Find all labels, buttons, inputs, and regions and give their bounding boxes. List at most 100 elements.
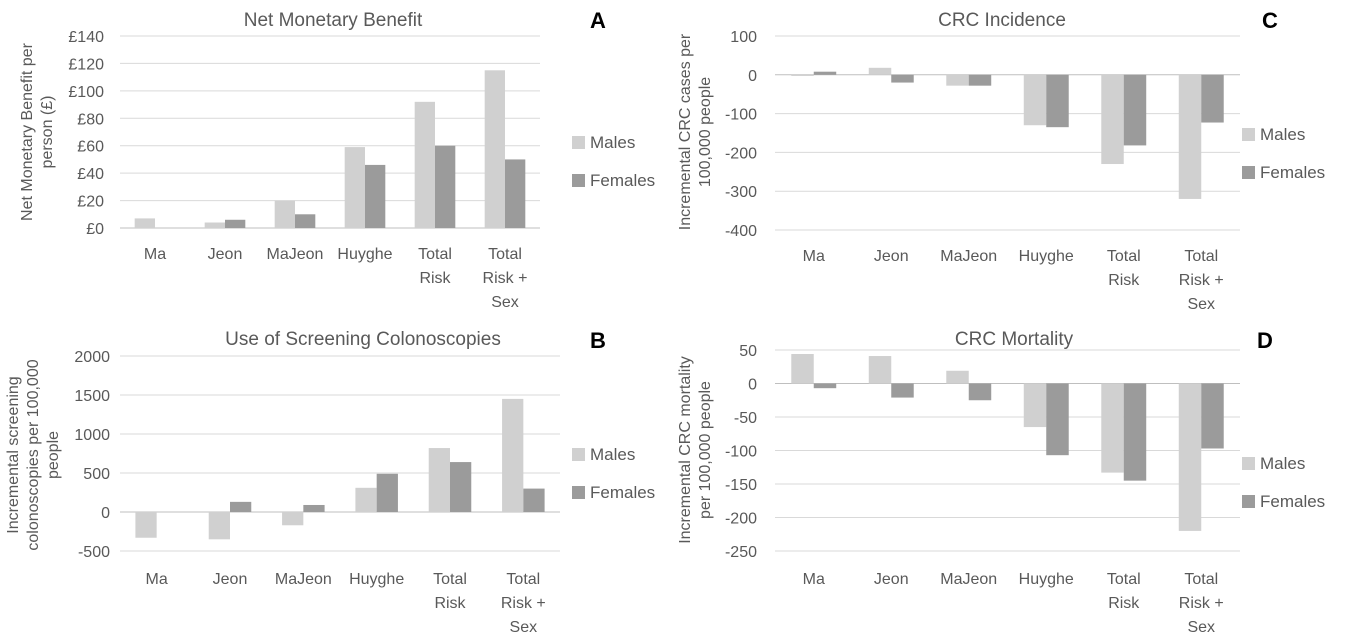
x-tick-label: Huyghe <box>337 246 392 263</box>
y-tick-label: 1000 <box>74 427 110 444</box>
y-tick-label: £120 <box>68 56 104 73</box>
y-tick-label: 1500 <box>74 388 110 405</box>
x-tick-label-line: Huyghe <box>1019 571 1074 588</box>
bar-males-ma <box>791 74 814 76</box>
y-tick-label: -100 <box>725 444 757 461</box>
bar-females-huyghe <box>1046 383 1069 456</box>
bar-males-majeon <box>946 74 969 86</box>
x-tick-label: Jeon <box>874 248 909 265</box>
x-tick-label: Total Risk <box>1107 571 1141 612</box>
x-tick-label: Huyghe <box>349 571 404 588</box>
y-tick-label: £0 <box>86 221 104 238</box>
y-tick-label: -100 <box>725 107 757 124</box>
x-tick-label-line: Sex <box>510 619 538 636</box>
y-tick-label: £80 <box>77 111 104 128</box>
y-tick-label: 0 <box>748 68 757 85</box>
y-axis-label: Net Monetary Benefit per person (£) <box>19 42 56 221</box>
y-tick-label: 0 <box>101 505 110 522</box>
x-tick-label: Total Risk + Sex <box>1179 571 1224 636</box>
x-tick-label: MaJeon <box>275 571 332 588</box>
bar-females-majeon <box>968 74 992 86</box>
y-tick-label: -500 <box>78 544 110 561</box>
bar-females-majeon <box>303 504 325 512</box>
chart-panel-b: -500 0 500 1000 1500 2000 Use of Screening Col… <box>5 328 655 636</box>
y-tick-label: -200 <box>725 145 757 162</box>
y-axis-label-line: Incremental CRC cases per <box>677 33 694 230</box>
bar-females-majeon <box>968 383 992 401</box>
bar-males-total-risk-sex <box>502 398 524 512</box>
bar-males-total-risk <box>414 101 435 228</box>
legend-label-females: Females <box>590 171 655 190</box>
x-tick-label: Huyghe <box>1019 571 1074 588</box>
x-tick-label: MaJeon <box>940 248 997 265</box>
x-tick-label: Total Risk + Sex <box>1179 248 1224 313</box>
legend-swatch-females <box>1242 495 1255 508</box>
y-tick-label: £60 <box>77 139 104 156</box>
x-tick-label-line: MaJeon <box>940 248 997 265</box>
bar-females-ma <box>813 71 837 75</box>
legend-swatch-males <box>1242 128 1255 141</box>
bar-males-jeon <box>204 222 225 228</box>
x-tick-label-line: Risk + <box>1179 595 1224 612</box>
x-tick-label-line: Total <box>1184 248 1218 265</box>
x-tick-label-line: Sex <box>1187 296 1215 313</box>
y-tick-label: 0 <box>748 377 757 394</box>
x-tick-label-line: Total <box>1184 571 1218 588</box>
x-tick-label: Ma <box>146 571 168 588</box>
y-tick-label: -250 <box>725 544 757 561</box>
chart-title: CRC Incidence <box>938 10 1066 31</box>
y-tick-label: 500 <box>83 466 110 483</box>
x-tick-label-line: Total <box>433 571 467 588</box>
legend-swatch-females <box>572 486 585 499</box>
x-tick-label-line: Sex <box>491 294 519 311</box>
x-tick-label-line: Jeon <box>208 246 243 263</box>
bar-males-total-risk <box>1101 74 1124 165</box>
y-axis-label-line: person (£) <box>39 96 56 169</box>
x-tick-label-line: Risk <box>434 595 466 612</box>
legend-label-females: Females <box>590 483 655 502</box>
legend-swatch-females <box>1242 166 1255 179</box>
x-tick-label-line: Ma <box>803 571 825 588</box>
bar-females-huyghe <box>376 473 398 512</box>
x-tick-label-line: Jeon <box>213 571 248 588</box>
bar-females-huyghe <box>365 164 386 228</box>
x-tick-label-line: Total <box>418 246 452 263</box>
bar-males-jeon <box>868 356 892 384</box>
x-tick-label-line: Sex <box>1187 619 1215 636</box>
bar-males-total-risk-sex <box>484 70 505 229</box>
x-tick-label: Ma <box>803 571 825 588</box>
panel-letter: B <box>590 328 606 353</box>
y-tick-label: £100 <box>68 84 104 101</box>
y-tick-label: £20 <box>77 194 104 211</box>
legend-swatch-females <box>572 174 585 187</box>
x-tick-label: MaJeon <box>267 246 324 263</box>
x-tick-label: Total Risk + Sex <box>483 246 528 311</box>
bar-males-total-risk <box>1101 383 1124 473</box>
bar-females-total-risk-sex <box>1201 383 1224 449</box>
x-tick-label: Ma <box>803 248 825 265</box>
x-tick-label-line: Total <box>506 571 540 588</box>
legend-label-males: Males <box>1260 125 1305 144</box>
bar-females-huyghe <box>1046 74 1069 128</box>
x-tick-label: Jeon <box>213 571 248 588</box>
bar-females-total-risk-sex <box>523 488 545 512</box>
bar-males-ma <box>135 512 157 538</box>
bar-males-majeon <box>946 370 969 384</box>
x-tick-label-line: Risk <box>419 270 451 287</box>
bar-males-ma <box>134 218 155 228</box>
legend-swatch-males <box>572 136 585 149</box>
chart-panel-d: -250 -200 -150 -100 -50 0 50 CRC Mortality D Incr… <box>677 328 1325 636</box>
x-tick-label-line: Ma <box>146 571 168 588</box>
x-tick-label-line: Ma <box>144 246 166 263</box>
bar-males-jeon <box>868 67 892 75</box>
bar-females-total-risk <box>450 462 472 512</box>
x-tick-label-line: Jeon <box>874 248 909 265</box>
y-axis-label-line: people <box>45 431 62 479</box>
y-axis-label-line: Incremental CRC mortality <box>677 356 694 544</box>
y-axis-label-line: 100,000 people <box>697 77 714 187</box>
x-tick-label: Total Risk <box>418 246 452 287</box>
legend-label-males: Males <box>1260 454 1305 473</box>
x-tick-label: Jeon <box>874 571 909 588</box>
bar-males-total-risk-sex <box>1178 74 1202 199</box>
